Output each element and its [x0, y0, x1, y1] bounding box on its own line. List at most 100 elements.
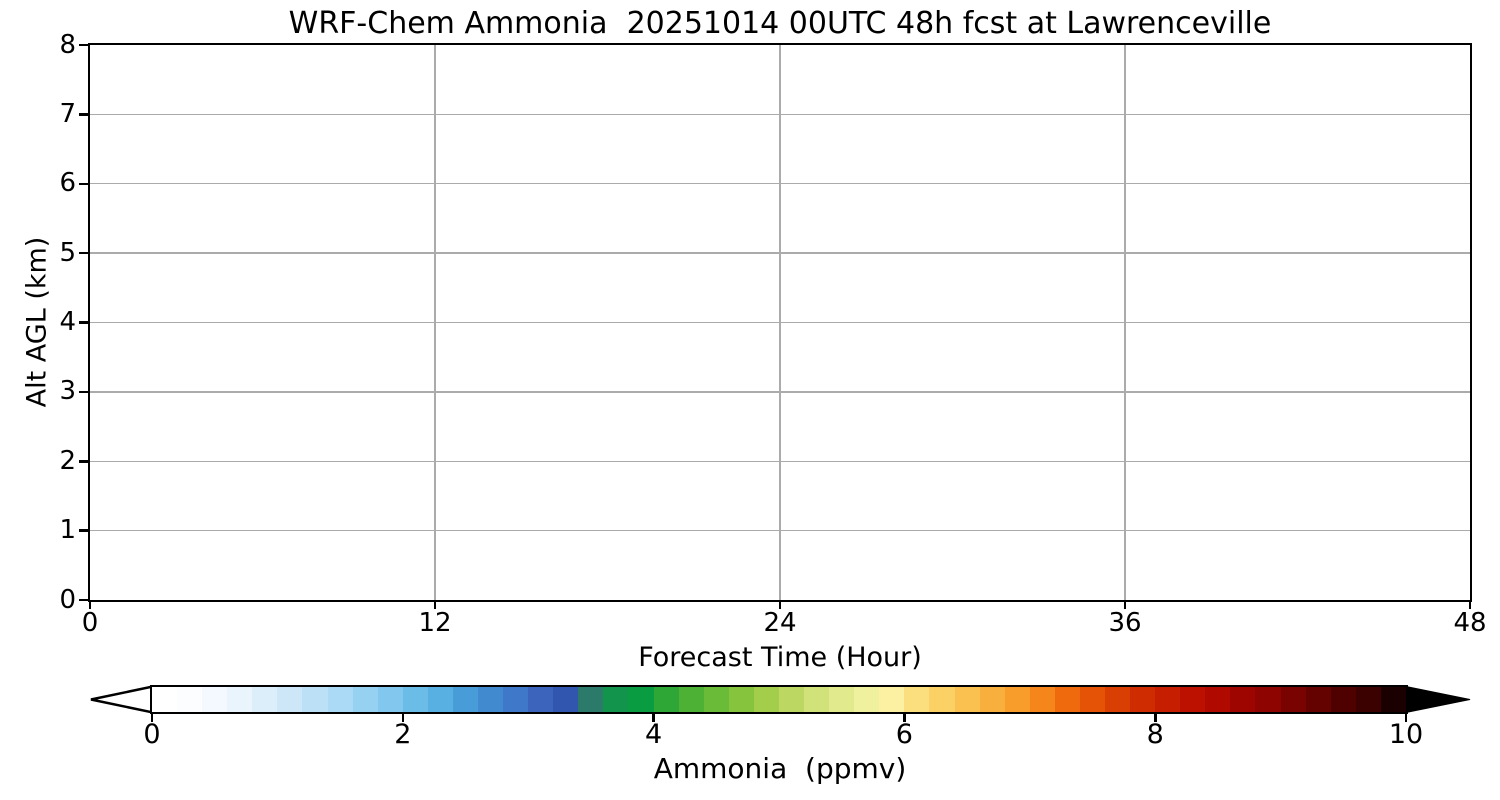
- x-axis-label: Forecast Time (Hour): [638, 642, 922, 673]
- colorbar-segment: [879, 687, 905, 712]
- colorbar-segment: [452, 687, 479, 712]
- colorbar-segment: [252, 687, 278, 712]
- colorbar-tick-mark: [401, 714, 405, 722]
- colorbar-under-arrow-icon: [90, 685, 153, 714]
- colorbar-segment: [327, 687, 353, 712]
- colorbar-segment: [1380, 687, 1406, 712]
- colorbar-segment: [1305, 687, 1331, 712]
- y-tick-mark: [79, 113, 88, 116]
- colorbar-tick-mark: [150, 714, 154, 722]
- colorbar-tick-label: 0: [143, 719, 161, 750]
- y-tick-label: 4: [59, 307, 76, 337]
- colorbar-tick-label: 4: [645, 719, 663, 750]
- x-tick-mark: [778, 600, 782, 609]
- x-tick-mark: [88, 600, 92, 609]
- colorbar-segment: [152, 687, 178, 712]
- y-tick-label: 3: [59, 376, 76, 407]
- colorbar-segment: [402, 687, 428, 712]
- x-tick-label: 0: [81, 608, 99, 638]
- colorbar-segment: [1104, 687, 1131, 712]
- plot-area: [90, 45, 1470, 600]
- gridline-horizontal: [90, 321, 1470, 324]
- colorbar-segment: [1205, 687, 1231, 712]
- colorbar-segment: [753, 687, 779, 712]
- colorbar-segment: [1004, 687, 1030, 712]
- y-tick-mark: [79, 251, 88, 255]
- colorbar-segment: [177, 687, 203, 712]
- colorbar-segment: [352, 687, 378, 712]
- colorbar-label: Ammonia (ppmv): [653, 752, 907, 785]
- colorbar-segment: [1230, 687, 1256, 712]
- colorbar-segment: [553, 687, 579, 712]
- chart-title: WRF-Chem Ammonia 20251014 00UTC 48h fcst…: [288, 6, 1272, 41]
- colorbar-segment: [1355, 687, 1381, 712]
- colorbar-tick-label: 8: [1146, 719, 1164, 750]
- colorbar-tick-label: 10: [1388, 719, 1424, 750]
- colorbar-segment: [503, 687, 529, 712]
- colorbar-segment: [829, 687, 855, 712]
- colorbar-segment: [528, 687, 554, 712]
- colorbar-segment: [202, 687, 228, 712]
- colorbar-segment: [728, 687, 754, 712]
- y-tick-mark: [79, 43, 88, 47]
- y-tick-mark: [79, 529, 88, 532]
- colorbar-segment: [854, 687, 880, 712]
- colorbar: [150, 685, 1408, 714]
- y-tick-mark: [79, 321, 88, 324]
- colorbar-segment: [804, 687, 830, 712]
- colorbar-segment: [1079, 687, 1105, 712]
- colorbar-tick-label: 2: [394, 719, 412, 750]
- colorbar-segment: [1054, 687, 1080, 712]
- colorbar-segment: [1130, 687, 1156, 712]
- colorbar-over-arrow-icon: [1406, 685, 1471, 714]
- colorbar-segment: [979, 687, 1005, 712]
- y-tick-label: 0: [59, 584, 76, 615]
- colorbar-segment: [703, 687, 729, 712]
- gridline-horizontal: [90, 460, 1470, 462]
- y-tick-mark: [79, 460, 88, 463]
- y-tick-mark: [79, 182, 88, 186]
- colorbar-tick-mark: [903, 714, 906, 722]
- colorbar-segment: [778, 687, 805, 712]
- colorbar-segment: [478, 687, 504, 712]
- x-tick-label: 36: [1108, 608, 1142, 638]
- colorbar-tick-label: 6: [895, 719, 913, 750]
- y-tick-label: 6: [59, 168, 76, 199]
- gridline-horizontal: [90, 529, 1470, 532]
- colorbar-tick-mark: [1404, 714, 1408, 722]
- colorbar-segment: [1029, 687, 1055, 712]
- colorbar-segment: [954, 687, 980, 712]
- colorbar-segment: [929, 687, 955, 712]
- colorbar-segment: [628, 687, 654, 712]
- colorbar-segment: [227, 687, 253, 712]
- gridline-horizontal: [90, 183, 1470, 185]
- colorbar-tick-mark: [652, 714, 655, 722]
- x-tick-label: 48: [1453, 608, 1487, 638]
- y-tick-label: 5: [59, 237, 76, 268]
- gridline-horizontal: [90, 113, 1470, 116]
- colorbar-segment: [603, 687, 629, 712]
- y-tick-label: 7: [59, 98, 76, 129]
- gridline-horizontal: [90, 391, 1470, 393]
- colorbar-segment: [427, 687, 453, 712]
- x-tick-label: 24: [763, 608, 797, 638]
- colorbar-segment: [1255, 687, 1281, 712]
- colorbar-segment: [904, 687, 930, 712]
- x-tick-mark: [1123, 600, 1127, 609]
- colorbar-segment: [277, 687, 303, 712]
- x-tick-mark: [1468, 600, 1472, 609]
- colorbar-segment: [578, 687, 604, 712]
- y-tick-mark: [79, 390, 88, 394]
- colorbar-segment: [302, 687, 328, 712]
- y-tick-label: 2: [59, 445, 76, 476]
- colorbar-tick-mark: [1154, 714, 1157, 722]
- y-tick-label: 1: [59, 515, 76, 546]
- colorbar-segment: [1180, 687, 1206, 712]
- colorbar-segment: [377, 687, 403, 712]
- y-tick-mark: [79, 598, 88, 602]
- gridline-horizontal: [90, 252, 1470, 254]
- y-tick-label: 8: [59, 29, 76, 60]
- x-tick-label: 12: [418, 608, 452, 638]
- colorbar-segment: [1155, 687, 1181, 712]
